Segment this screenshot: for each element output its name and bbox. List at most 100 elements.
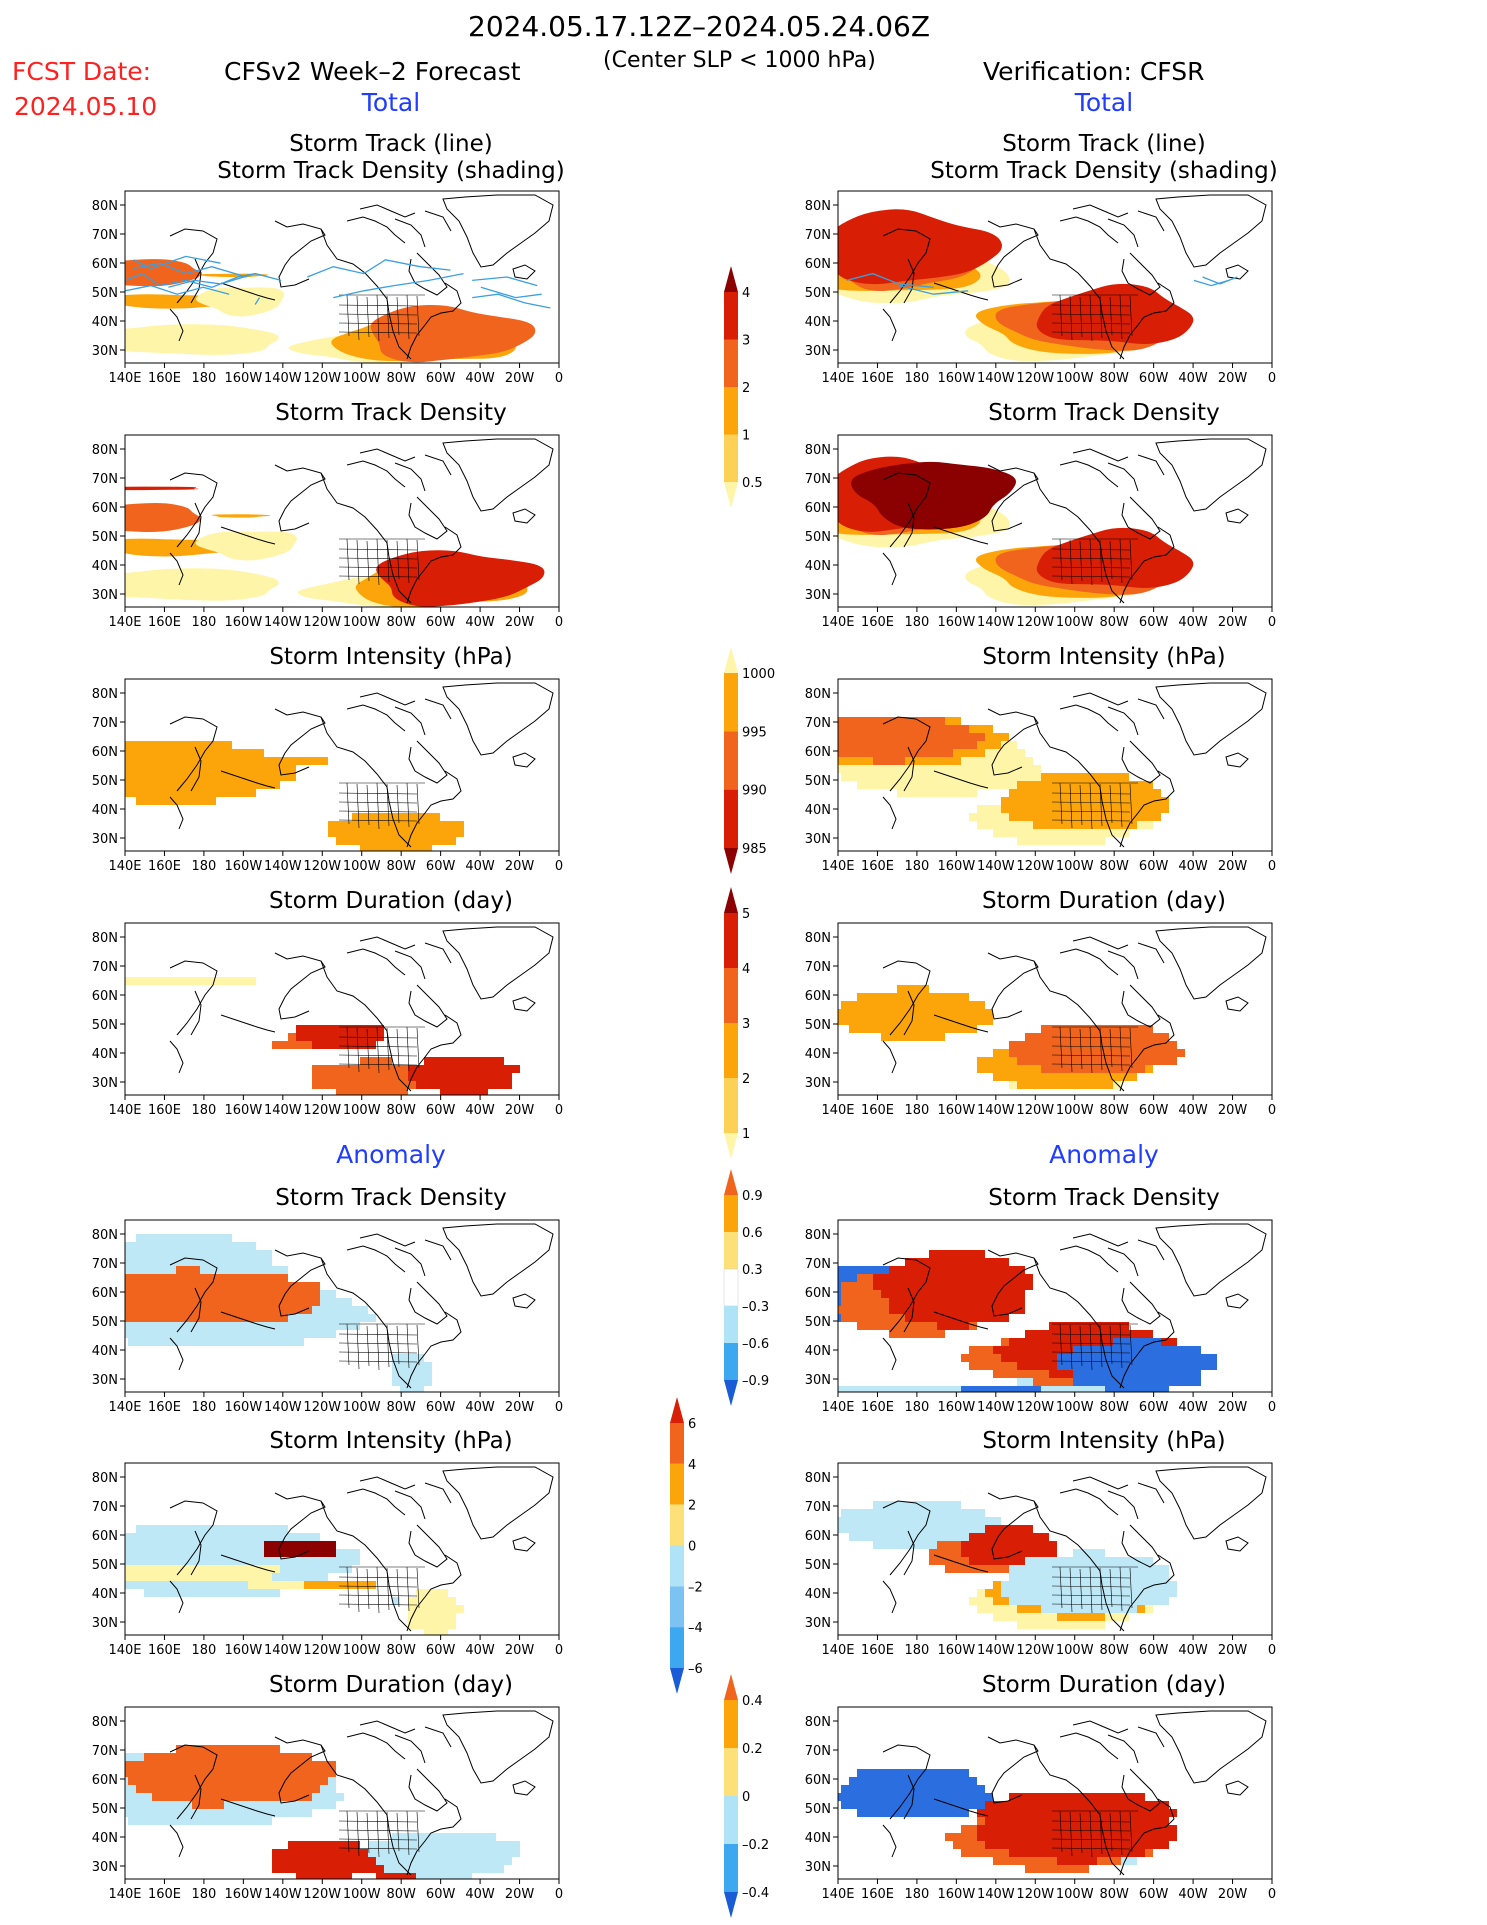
- lat-label: 70N: [92, 1744, 118, 1759]
- state-line: [356, 1027, 360, 1073]
- lat-label: 40N: [92, 315, 118, 330]
- coastline: [1225, 1536, 1249, 1552]
- state-line: [386, 1567, 390, 1611]
- state-line: [1051, 1603, 1131, 1606]
- state-line: [1051, 1054, 1131, 1057]
- field-region: [961, 1525, 1057, 1565]
- lat-label: 50N: [92, 286, 118, 301]
- colorbar-swatch: [724, 292, 738, 340]
- coastline: [882, 308, 897, 342]
- colorbar-swatch: [724, 968, 738, 1023]
- field-region: [838, 209, 1003, 285]
- colorbar-label: 6: [688, 1417, 696, 1432]
- coastline: [882, 552, 897, 586]
- lon-label: 180: [904, 859, 929, 874]
- coastline: [577, 829, 593, 853]
- colorbar-label: 2: [742, 1072, 750, 1087]
- lon-label: 60W: [426, 1103, 456, 1118]
- lat-label: 70N: [92, 716, 118, 731]
- coastlines: [882, 194, 1267, 360]
- lon-label: 40W: [1178, 615, 1208, 630]
- colorbar-swatch: [724, 887, 738, 913]
- coastline: [587, 1043, 605, 1093]
- lon-label: 140E: [821, 1400, 854, 1415]
- lat-label: 60N: [92, 989, 118, 1004]
- lon-label: 60W: [1139, 1887, 1169, 1902]
- state-line: [1119, 538, 1123, 584]
- lon-label: 160E: [148, 1643, 181, 1658]
- coastline: [1300, 799, 1318, 849]
- coastline: [274, 1736, 412, 1876]
- map-forecast-anom-intensity: 80N 70N 60N 50N 40N 30N 140E 160E 180 160W 140W 120…: [92, 1462, 605, 1658]
- coastline: [581, 463, 605, 545]
- state-line: [406, 1566, 410, 1612]
- coastline: [1290, 1073, 1306, 1097]
- state-line: [356, 1324, 360, 1370]
- state-line: [338, 322, 418, 325]
- lat-label: 40N: [92, 1344, 118, 1359]
- lon-label: 180: [904, 615, 929, 630]
- lon-label: 0: [555, 1400, 563, 1415]
- lat-label: 80N: [805, 931, 831, 946]
- lon-label: 20W: [505, 1400, 535, 1415]
- coastline: [169, 472, 218, 548]
- state-line: [338, 548, 418, 551]
- coastline: [424, 1239, 452, 1261]
- lon-label: 100W: [343, 1103, 381, 1118]
- lon-label: 180: [191, 615, 216, 630]
- state-line: [1129, 1811, 1133, 1853]
- map-frame: [837, 1706, 1273, 1880]
- coastline: [274, 220, 412, 360]
- coastline: [577, 1613, 593, 1637]
- coastline: [359, 1476, 416, 1490]
- coastline: [882, 1744, 931, 1820]
- state-boundaries: [338, 1566, 425, 1614]
- coastline: [190, 1287, 202, 1333]
- coastlines: [169, 194, 605, 360]
- coastline: [1107, 950, 1139, 980]
- lon-label: 160W: [225, 1103, 263, 1118]
- field-region: [838, 1769, 993, 1817]
- state-line: [338, 1063, 418, 1066]
- lat-label: 70N: [805, 1500, 831, 1515]
- lon-label: 120W: [1016, 371, 1054, 386]
- lon-label: 60W: [426, 1643, 456, 1658]
- lat-label: 70N: [805, 960, 831, 975]
- coastline: [1225, 508, 1249, 524]
- coastline: [581, 1248, 605, 1330]
- lat-label: 70N: [805, 472, 831, 487]
- colorbar-label: 1: [742, 429, 750, 444]
- coastline: [987, 1492, 1125, 1632]
- lat-label: 30N: [805, 344, 831, 359]
- coastline: [1278, 1013, 1290, 1039]
- coastline: [512, 1780, 536, 1796]
- lat-label: 60N: [92, 501, 118, 516]
- coastline: [1119, 1554, 1175, 1632]
- coastline: [1290, 1613, 1306, 1637]
- lon-label: 40W: [1178, 1643, 1208, 1658]
- lon-label: 120W: [303, 1643, 341, 1658]
- coastline: [581, 219, 605, 301]
- state-boundaries: [338, 782, 425, 830]
- field-region: [125, 1745, 336, 1809]
- lat-label: 60N: [805, 1773, 831, 1788]
- coastline: [565, 525, 577, 551]
- state-line: [1099, 1324, 1103, 1368]
- colorbar-swatch: [724, 673, 738, 732]
- storm-track-line: [133, 262, 247, 278]
- state-line: [1089, 1810, 1093, 1858]
- state-boundaries: [338, 538, 425, 586]
- coastline: [581, 1491, 605, 1573]
- coastline: [278, 1257, 326, 1317]
- colorbar-label: 4: [742, 962, 750, 977]
- lat-label: 50N: [92, 530, 118, 545]
- state-line: [376, 538, 380, 586]
- state-line: [1119, 294, 1123, 340]
- colorbar-label: 990: [742, 784, 767, 799]
- colorbar-anom-intensity: 6 4 2 0 –2 –4 –6: [670, 1397, 703, 1694]
- lat-label: 40N: [805, 1587, 831, 1602]
- colorbar-anom-density: 0.9 0.6 0.3 –0.3 –0.6 –0.9: [723, 1169, 769, 1406]
- colorbar-swatch: [670, 1397, 684, 1423]
- lon-label: 60W: [426, 371, 456, 386]
- field-region: [370, 304, 536, 363]
